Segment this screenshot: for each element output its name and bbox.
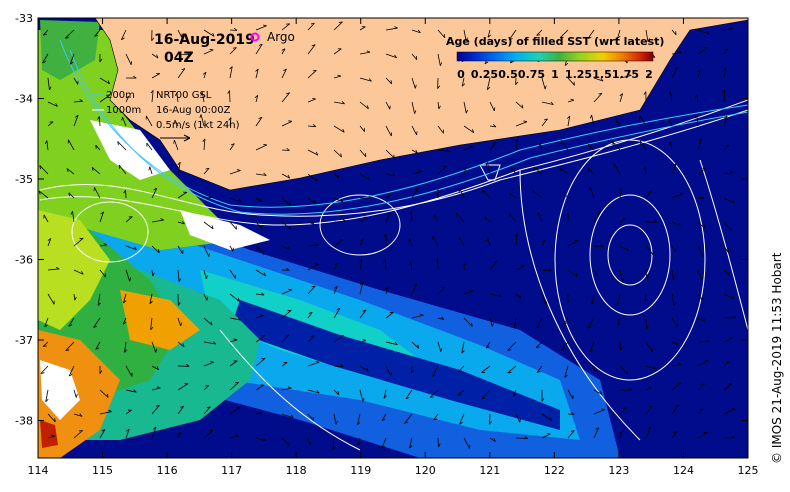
colorbar-tick-label: 0 xyxy=(457,68,465,81)
plot-area xyxy=(38,18,748,458)
bathymetry-lines xyxy=(59,39,748,215)
colorbar-tick-label: 1.5 xyxy=(592,68,612,81)
y-tick-label: -36 xyxy=(15,254,33,267)
credit-text: © IMOS 21-Aug-2019 11:53 Hobart xyxy=(770,252,784,464)
legend-1000m: 1000m xyxy=(106,105,141,116)
x-tick-label: 116 xyxy=(157,464,178,477)
colorbar-tick-label: 0.75 xyxy=(518,68,545,81)
x-tick-label: 115 xyxy=(92,464,113,477)
age-band-dark-blue-strip xyxy=(230,300,560,430)
y-tick-label: -35 xyxy=(15,173,33,186)
y-tick-label: -37 xyxy=(15,334,33,347)
colorbar-tick-label: 1.75 xyxy=(612,68,639,81)
argo-marker-icon xyxy=(250,32,260,42)
age-band-white-cloud3 xyxy=(180,210,270,250)
x-tick-label: 123 xyxy=(608,464,629,477)
legend-product: NRT00 GSL xyxy=(156,90,212,101)
age-band-red-spot xyxy=(40,420,58,448)
argo-label: Argo xyxy=(267,30,295,44)
colorbar-tick-label: 1.25 xyxy=(565,68,592,81)
plot-frame xyxy=(37,17,749,459)
legend-200m: 200m xyxy=(106,90,135,101)
x-tick-label: 121 xyxy=(479,464,500,477)
age-band-orange-patch xyxy=(120,290,200,350)
x-tick-label: 119 xyxy=(350,464,371,477)
y-tick-label: -34 xyxy=(15,93,33,106)
ssh-contours xyxy=(39,99,748,451)
x-tick-label: 124 xyxy=(673,464,694,477)
x-tick-label: 114 xyxy=(28,464,49,477)
colorbar-title: Age (days) of filled SST (wrt latest) xyxy=(446,35,664,48)
map-date: 16-Aug-2019 xyxy=(154,32,255,48)
age-band-orange xyxy=(38,330,120,458)
x-tick-label: 120 xyxy=(415,464,436,477)
colorbar-ticks: 0 0.25 0.5 0.75 1 1.25 1.5 1.75 2 xyxy=(457,68,653,81)
y-tick-label: -33 xyxy=(15,12,33,25)
x-tick-label: 122 xyxy=(544,464,565,477)
x-tick-label: 117 xyxy=(221,464,242,477)
y-tick-label: -38 xyxy=(15,415,33,428)
y-axis: -33 -34 -35 -36 -37 -38 xyxy=(15,12,748,428)
current-arrows xyxy=(38,21,737,451)
colorbar-tick-label: 0.25 xyxy=(471,68,498,81)
x-tick-label: 118 xyxy=(286,464,307,477)
map-time: 04Z xyxy=(164,50,194,66)
colorbar-tick-label: 1 xyxy=(551,68,559,81)
x-tick-label: 125 xyxy=(738,464,759,477)
colorbar-tick-label: 0.5 xyxy=(498,68,518,81)
colorbar xyxy=(456,51,654,62)
colorbar-tick-label: 2 xyxy=(645,68,653,81)
legend-arrow-scale: 0.5m/s (1kt 24h) xyxy=(156,120,240,131)
scale-arrow-icon xyxy=(160,134,191,142)
x-axis: 114 115 116 117 118 119 120 121 122 123 124 125 xyxy=(28,18,759,477)
legend-product-time: 16-Aug 00:00Z xyxy=(156,105,231,116)
